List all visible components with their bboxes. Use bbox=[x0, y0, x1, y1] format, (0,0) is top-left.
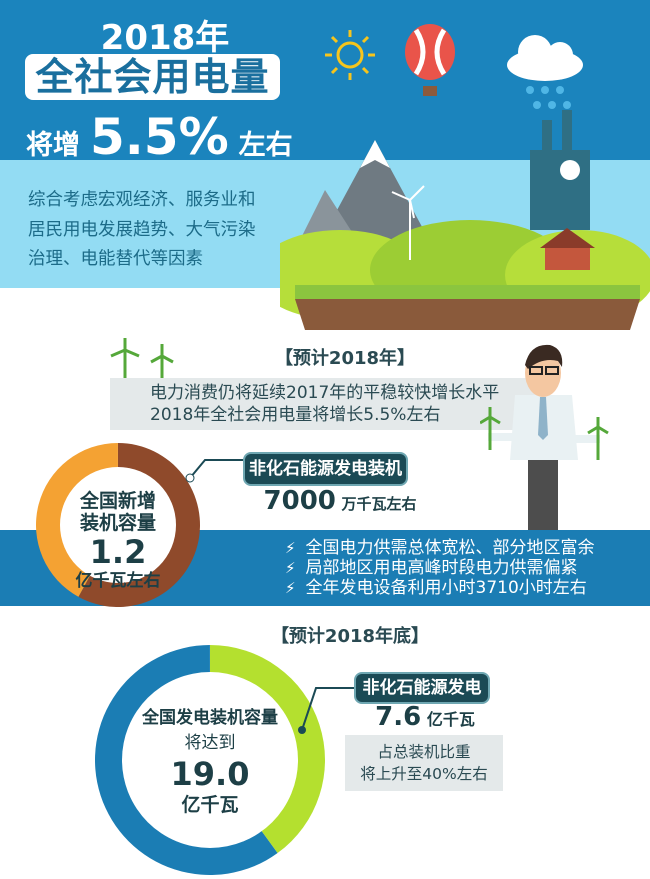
callout-unit: 万千瓦左右 bbox=[341, 495, 417, 513]
growth-value: 5.5% bbox=[90, 108, 229, 166]
presenter-illustration bbox=[480, 344, 609, 535]
growth-suffix: 左右 bbox=[238, 130, 293, 161]
forecast-line: 电力消费仍将延续2017年的平稳较快增长水平 bbox=[150, 383, 500, 403]
lightning-icon: ⚡ bbox=[285, 559, 296, 577]
lightning-icon: ⚡ bbox=[285, 539, 296, 557]
bullet-text: 全年发电设备利用小时3710小时左右 bbox=[305, 578, 587, 598]
intro-line: 综合考虑宏观经济、服务业和 bbox=[28, 190, 256, 210]
header-title: 全社会用电量 bbox=[25, 54, 280, 100]
non-fossil-capacity-value: 7000 万千瓦左右 bbox=[255, 486, 425, 516]
note-line: 将上升至40%左右 bbox=[360, 765, 488, 783]
forecast-year-heading: 【预计2018年】 bbox=[274, 348, 416, 369]
header-year: 2018年 bbox=[100, 18, 230, 58]
donut-hole bbox=[60, 467, 176, 583]
total-capacity-unit: 亿千瓦 bbox=[181, 794, 239, 816]
wind-turbine-icon bbox=[391, 185, 425, 260]
soil-platform bbox=[295, 299, 640, 330]
forecast-year-box: 电力消费仍将延续2017年的平稳较快增长水平 2018年全社会用电量将增长5.5… bbox=[110, 378, 545, 430]
total-capacity-donut bbox=[94, 645, 356, 875]
house-icon bbox=[540, 228, 595, 270]
intro-line: 居民用电发展趋势、大气污染 bbox=[28, 219, 256, 240]
new-capacity-value: 1.2 bbox=[89, 533, 147, 571]
intro-text: 综合考虑宏观经济、服务业和 居民用电发展趋势、大气污染 治理、电能替代等因素 bbox=[28, 186, 298, 275]
callout-line bbox=[189, 459, 245, 479]
center-title: 全国发电装机容量 bbox=[142, 708, 278, 728]
non-fossil-generation-label: 非化石能源发电 bbox=[354, 672, 490, 704]
wind-turbines-icon bbox=[110, 338, 174, 386]
non-fossil-generation-value: 7.6 亿千瓦 bbox=[350, 702, 500, 732]
callout-value: 7000 bbox=[263, 486, 336, 516]
new-capacity-donut bbox=[36, 443, 245, 607]
center-line: 装机容量 bbox=[79, 512, 156, 534]
bullet-text: 局部地区用电高峰时段电力供需偏紧 bbox=[305, 558, 578, 578]
note-line: 占总装机比重 bbox=[377, 743, 471, 761]
hot-air-balloon-icon bbox=[405, 24, 455, 96]
bullet-list: ⚡ 全国电力供需总体宽松、部分地区富余 ⚡ 局部地区用电高峰时段电力供需偏紧 ⚡ 全年… bbox=[285, 538, 595, 598]
callout-dot bbox=[298, 726, 306, 734]
center-line: 全国新增 bbox=[79, 490, 156, 512]
header-growth: 将增 5.5% 左右 bbox=[26, 108, 293, 166]
center-sub: 将达到 bbox=[184, 733, 236, 753]
lightning-icon: ⚡ bbox=[285, 579, 296, 597]
forecast-year-end-heading: 【预计2018年底】 bbox=[270, 626, 430, 647]
new-capacity-unit: 亿千瓦左右 bbox=[75, 571, 161, 591]
bullet-item: ⚡ 局部地区用电高峰时段电力供需偏紧 bbox=[285, 558, 595, 578]
share-note-box: 占总装机比重 将上升至40%左右 bbox=[345, 735, 503, 791]
callout-dot bbox=[185, 473, 195, 483]
total-capacity-center: 全国发电装机容量 将达到 19.0 亿千瓦 bbox=[120, 705, 300, 817]
forecast-line: 2018年全社会用电量将增长5.5%左右 bbox=[150, 405, 441, 425]
non-fossil-capacity-label: 非化石能源发电装机 bbox=[243, 452, 408, 486]
bullet-item: ⚡ 全年发电设备利用小时3710小时左右 bbox=[285, 578, 595, 598]
bullet-item: ⚡ 全国电力供需总体宽松、部分地区富余 bbox=[285, 538, 595, 558]
total-capacity-value: 19.0 bbox=[170, 755, 250, 793]
cloud-rain-icon bbox=[507, 35, 583, 109]
donut-hole bbox=[122, 672, 298, 848]
new-capacity-center: 全国新增 装机容量 1.2 亿千瓦左右 bbox=[58, 490, 178, 592]
intro-line: 治理、电能替代等因素 bbox=[28, 249, 203, 269]
callout-unit: 亿千瓦 bbox=[426, 710, 475, 729]
growth-prefix: 将增 bbox=[26, 130, 80, 161]
landscape-illustration bbox=[280, 24, 650, 330]
grass-strip bbox=[295, 285, 640, 299]
callout-line bbox=[301, 687, 356, 731]
bullet-text: 全国电力供需总体宽松、部分地区富余 bbox=[305, 538, 595, 558]
factory-icon bbox=[530, 110, 590, 230]
sun-icon bbox=[325, 30, 375, 80]
callout-value: 7.6 bbox=[375, 702, 422, 732]
